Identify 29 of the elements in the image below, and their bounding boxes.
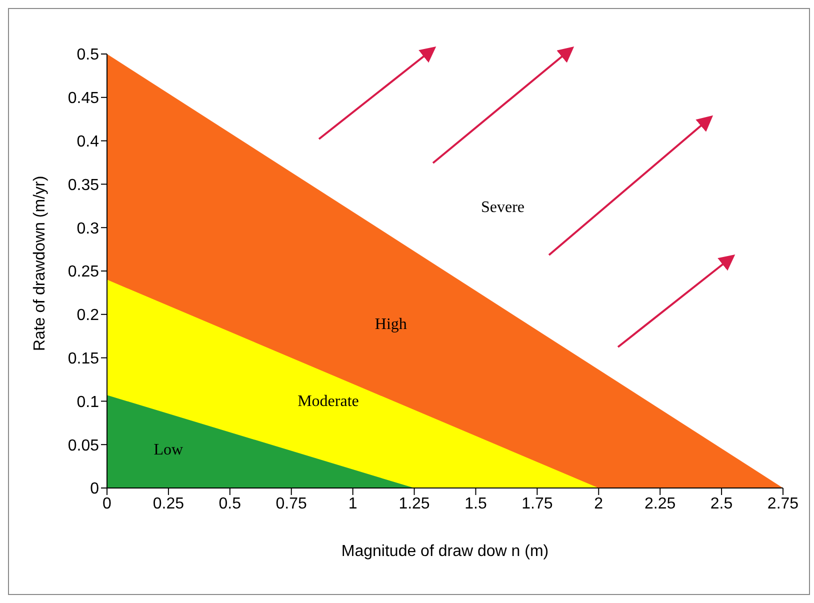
x-tick-label: 1 bbox=[348, 495, 358, 512]
x-tick-label: 0 bbox=[102, 495, 112, 512]
y-tick-label: 0.3 bbox=[76, 220, 100, 238]
x-tick-label: 2.25 bbox=[644, 495, 676, 512]
series-label: Low bbox=[154, 442, 184, 459]
x-tick-label: 1.25 bbox=[398, 495, 430, 512]
y-tick-label: 0.35 bbox=[68, 176, 100, 194]
x-tick-label: 1.5 bbox=[464, 495, 487, 512]
y-tick-label: 0.05 bbox=[68, 437, 100, 454]
series-label: High bbox=[374, 316, 407, 333]
y-tick-label: 0.45 bbox=[68, 90, 100, 108]
y-tick-label: 0.25 bbox=[68, 264, 100, 281]
x-tick-label: 2.5 bbox=[710, 495, 733, 512]
annotation: Severe bbox=[481, 199, 525, 217]
x-axis-title: Magnitude of draw dow n (m) bbox=[341, 543, 549, 560]
x-tick-label: 2 bbox=[594, 495, 604, 512]
y-axis-title: Rate of drawdown (m/yr) bbox=[32, 176, 49, 351]
y-tick-label: 0.4 bbox=[76, 133, 100, 150]
y-tick-label: 0 bbox=[90, 480, 100, 498]
y-tick-label: 0.2 bbox=[76, 307, 100, 324]
y-tick-label: 0.15 bbox=[68, 350, 100, 368]
x-tick-label: 1.75 bbox=[522, 495, 553, 512]
x-tick-label: 0.5 bbox=[218, 495, 242, 512]
series-label: Moderate bbox=[298, 393, 359, 410]
x-tick-label: 0.75 bbox=[276, 495, 308, 512]
y-tick-label: 0.5 bbox=[76, 46, 100, 64]
x-tick-label: 0.25 bbox=[152, 495, 184, 512]
y-tick-label: 0.1 bbox=[76, 394, 100, 411]
x-tick-label: 2.75 bbox=[767, 495, 799, 512]
